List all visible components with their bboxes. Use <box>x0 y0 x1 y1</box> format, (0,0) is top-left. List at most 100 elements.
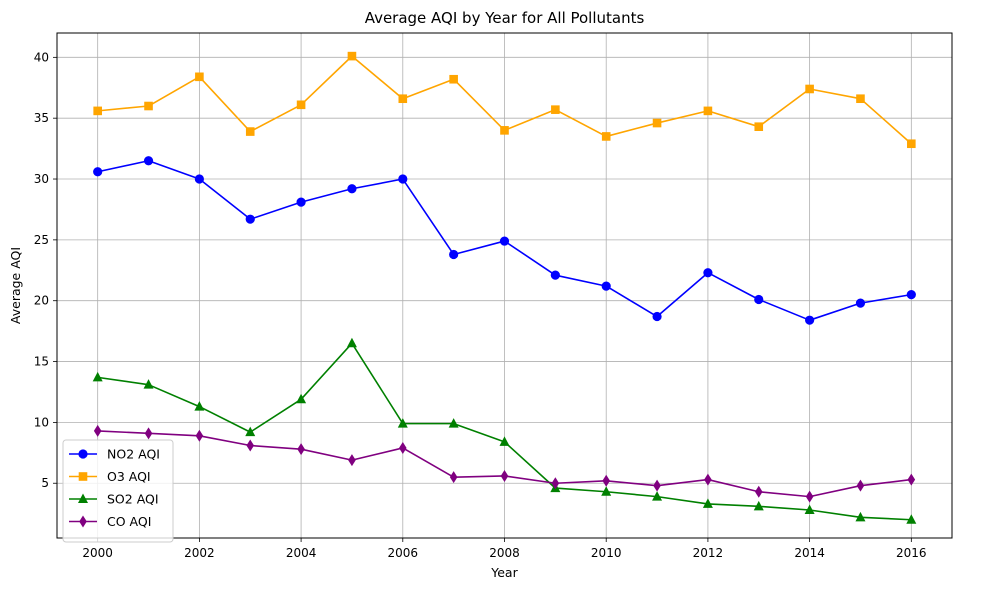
o3-aqi-point <box>195 72 204 82</box>
series-o3-aqi <box>93 51 916 149</box>
co-aqi-point <box>551 477 560 490</box>
legend-item-no2-aqi: NO2 AQI <box>69 447 160 462</box>
legend-label: NO2 AQI <box>107 447 160 462</box>
x-tick-label: 2014 <box>794 546 825 560</box>
so2-aqi-point <box>92 371 103 382</box>
so2-aqi-point <box>346 337 357 348</box>
o3-aqi-point <box>245 127 255 136</box>
no2-aqi-point <box>754 294 764 305</box>
axis-ticks: 2000 2002 2004 2006 2008 2010 2012 2014 2016 5 10 1… <box>34 50 927 560</box>
chart-title: Average AQI by Year for All Pollutants <box>365 9 645 27</box>
legend-label: CO AQI <box>107 514 151 529</box>
o3-aqi-point <box>601 132 611 141</box>
o3-aqi-point <box>551 105 560 114</box>
so2-aqi-point <box>397 418 408 428</box>
no2-aqi-point <box>143 156 154 166</box>
y-tick-label: 20 <box>34 294 49 308</box>
legend-label: O3 AQI <box>107 469 151 484</box>
so2-aqi-point <box>194 401 205 411</box>
no2-aqi-point <box>194 174 204 184</box>
no2-aqi-point <box>449 249 459 260</box>
legend-item-co-aqi: CO AQI <box>69 514 151 529</box>
so2-aqi-point <box>804 504 815 515</box>
x-tick-label: 2006 <box>388 546 419 560</box>
co-aqi-point <box>398 441 407 454</box>
legend-swatch-marker <box>79 515 87 528</box>
x-tick-label: 2008 <box>489 546 520 560</box>
co-aqi-point <box>907 473 916 486</box>
so2-aqi-point <box>143 379 154 389</box>
co-aqi-point <box>500 469 509 482</box>
o3-aqi-point <box>296 100 306 110</box>
co-aqi-point <box>754 485 763 498</box>
o3-aqi-point <box>144 101 153 111</box>
o3-aqi-point <box>805 84 814 94</box>
series-so2-aqi <box>92 337 917 524</box>
no2-aqi-point <box>93 167 103 177</box>
so2-aqi-point <box>296 393 307 404</box>
so2-aqi-point <box>753 500 764 511</box>
so2-aqi-point <box>906 514 917 524</box>
so2-aqi-point <box>448 418 459 428</box>
no2-aqi-point <box>347 184 357 194</box>
y-axis-label: Average AQI <box>8 247 23 324</box>
no2-aqi-point <box>398 174 408 184</box>
co-aqi-point <box>195 429 204 442</box>
co-aqi-point <box>449 471 458 484</box>
y-tick-label: 25 <box>34 233 49 247</box>
no2-aqi-point <box>601 281 611 291</box>
legend-item-o3-aqi: O3 AQI <box>69 469 151 484</box>
series-co-aqi <box>93 424 916 503</box>
o3-aqi-point <box>703 106 713 116</box>
legend-box <box>62 439 174 543</box>
x-axis-label: Year <box>490 565 518 580</box>
o3-aqi-point <box>500 126 509 135</box>
co-aqi-point <box>246 439 255 452</box>
series-no2-aqi <box>93 156 916 325</box>
x-tick-label: 2000 <box>82 546 113 560</box>
no2-aqi-point <box>296 197 306 207</box>
y-tick-label: 10 <box>34 415 49 429</box>
no2-aqi-point <box>245 214 255 224</box>
grid <box>57 33 952 538</box>
legend-swatch-marker <box>78 449 88 459</box>
x-tick-label: 2012 <box>693 546 724 560</box>
co-aqi-point <box>297 443 305 456</box>
y-tick-label: 15 <box>34 355 49 369</box>
y-tick-label: 35 <box>34 111 49 125</box>
co-aqi-point <box>348 454 356 467</box>
o3-aqi-point <box>93 106 102 116</box>
so2-aqi-point <box>601 486 612 496</box>
no2-aqi-point <box>550 270 560 280</box>
legend-swatch-marker <box>78 472 88 481</box>
co-aqi-point <box>653 479 661 492</box>
o3-aqi-point <box>856 94 865 104</box>
o3-aqi-point <box>347 51 357 61</box>
co-aqi-point <box>856 479 865 492</box>
no2-aqi-point <box>855 298 866 308</box>
no2-aqi-point <box>906 290 916 300</box>
co-aqi-point <box>144 427 153 440</box>
o3-aqi-point <box>754 122 764 131</box>
legend-swatch-marker <box>78 493 88 503</box>
x-tick-label: 2010 <box>591 546 622 560</box>
o3-aqi-point <box>398 94 408 104</box>
so2-aqi-point <box>855 511 866 522</box>
legend-item-so2-aqi: SO2 AQI <box>69 492 159 507</box>
so2-aqi-point <box>652 491 663 501</box>
no2-aqi-point <box>499 236 510 246</box>
so2-aqi-point <box>702 498 713 508</box>
no2-aqi-point <box>703 268 713 278</box>
o3-aqi-point <box>449 74 458 84</box>
co-aqi-point <box>602 474 611 487</box>
series-layer <box>92 51 917 524</box>
co-aqi-point <box>93 424 102 437</box>
y-tick-label: 5 <box>41 476 49 490</box>
x-tick-label: 2004 <box>286 546 317 560</box>
o3-aqi-point <box>907 139 916 149</box>
legend: NO2 AQI O3 AQI SO2 AQI CO AQI <box>62 439 174 543</box>
so2-aqi-point <box>499 436 510 446</box>
legend-label: SO2 AQI <box>107 492 159 507</box>
so2-aqi-point <box>245 426 256 437</box>
